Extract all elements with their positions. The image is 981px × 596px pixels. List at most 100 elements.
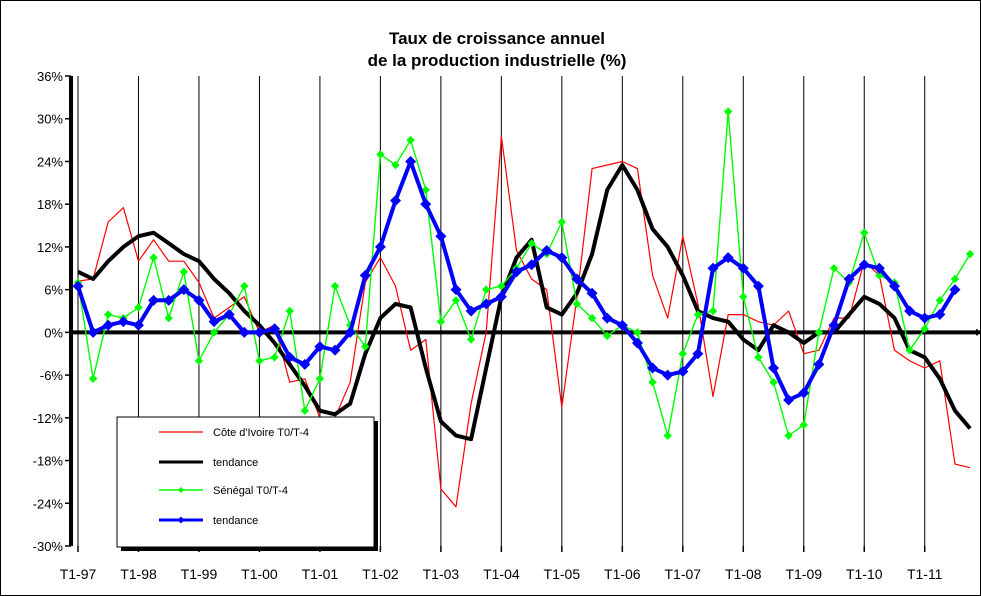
data-point bbox=[601, 312, 613, 324]
data-point bbox=[723, 107, 733, 116]
data-point bbox=[436, 317, 446, 326]
chart-title-line-2: de la production industrielle (%) bbox=[368, 51, 627, 70]
data-point bbox=[633, 328, 642, 337]
y-tick-label: 12% bbox=[37, 240, 63, 255]
data-point bbox=[359, 269, 371, 281]
data-point bbox=[950, 274, 960, 284]
y-axis-ticks: 36% 30% 24% 18% 12% 6% 0% -6% -12% -18% -24% -30% bbox=[33, 69, 71, 554]
data-point bbox=[949, 284, 961, 296]
data-point bbox=[783, 394, 795, 406]
data-point bbox=[209, 328, 219, 337]
data-point bbox=[285, 306, 294, 316]
legend-label: Côte d'Ivoire T0/T-4 bbox=[213, 427, 309, 439]
x-tick-label: T1-06 bbox=[604, 566, 641, 582]
data-point bbox=[421, 185, 430, 195]
data-point bbox=[255, 356, 264, 366]
data-point bbox=[72, 280, 84, 292]
data-point bbox=[420, 198, 432, 210]
data-point bbox=[798, 387, 810, 399]
data-point bbox=[557, 217, 567, 227]
legend-label: tendance bbox=[213, 515, 258, 527]
data-point bbox=[616, 319, 628, 331]
data-point bbox=[253, 326, 265, 338]
y-tick-label: -18% bbox=[33, 454, 64, 469]
data-point bbox=[164, 313, 173, 323]
x-tick-label: T1-97 bbox=[60, 566, 97, 582]
data-point bbox=[117, 316, 129, 328]
data-point bbox=[813, 358, 825, 370]
data-point bbox=[739, 292, 748, 301]
data-point bbox=[223, 309, 235, 321]
data-point bbox=[405, 155, 417, 167]
data-point bbox=[572, 299, 582, 309]
data-point bbox=[904, 305, 916, 317]
y-tick-label: -30% bbox=[33, 539, 64, 554]
y-tick-label: -6% bbox=[40, 368, 64, 383]
series-group bbox=[72, 107, 975, 508]
data-point bbox=[299, 358, 311, 370]
data-point bbox=[631, 337, 643, 349]
data-point bbox=[163, 294, 175, 306]
chart-title-line-1: Taux de croissance annuel bbox=[389, 29, 605, 48]
data-point bbox=[391, 160, 400, 170]
data-point bbox=[858, 259, 870, 271]
x-tick-label: T1-08 bbox=[725, 566, 762, 582]
data-point bbox=[527, 239, 536, 248]
y-tick-label: 36% bbox=[37, 69, 63, 84]
data-point bbox=[860, 228, 869, 237]
data-point bbox=[315, 374, 325, 383]
legend-box bbox=[116, 416, 375, 548]
data-point bbox=[134, 303, 143, 312]
data-point bbox=[752, 280, 764, 292]
data-point bbox=[238, 326, 250, 338]
data-point bbox=[678, 349, 687, 358]
x-tick-label: T1-01 bbox=[302, 566, 339, 582]
data-point bbox=[314, 341, 326, 353]
data-point bbox=[102, 319, 114, 331]
data-point bbox=[768, 362, 780, 374]
data-point bbox=[799, 420, 808, 430]
data-point bbox=[270, 353, 279, 362]
x-tick-label: T1-09 bbox=[785, 566, 822, 582]
data-point bbox=[919, 312, 931, 324]
data-point bbox=[769, 378, 778, 387]
data-point bbox=[376, 150, 385, 159]
x-tick-label: T1-04 bbox=[483, 566, 520, 582]
data-point bbox=[965, 249, 975, 259]
series-4 bbox=[72, 155, 961, 406]
data-point bbox=[784, 431, 793, 440]
data-point bbox=[692, 348, 704, 360]
data-point bbox=[693, 310, 703, 319]
data-point bbox=[497, 281, 506, 291]
x-tick-label: T1-02 bbox=[362, 566, 399, 582]
data-point bbox=[87, 326, 99, 338]
y-tick-label: 18% bbox=[37, 197, 63, 212]
y-tick-label: 24% bbox=[37, 154, 63, 169]
data-point bbox=[451, 296, 461, 305]
data-point bbox=[571, 273, 583, 285]
legend-label: Sénégal T0/T-4 bbox=[213, 485, 288, 497]
data-point bbox=[148, 294, 160, 306]
data-point bbox=[935, 296, 945, 305]
data-point bbox=[648, 378, 657, 387]
x-tick-label: T1-00 bbox=[241, 566, 278, 582]
data-point bbox=[374, 241, 386, 253]
data-point bbox=[330, 281, 340, 291]
x-tick-label: T1-98 bbox=[120, 566, 157, 582]
data-point bbox=[450, 284, 462, 296]
data-point bbox=[662, 369, 674, 381]
data-point bbox=[707, 262, 719, 274]
series-1 bbox=[77, 135, 971, 508]
data-point bbox=[708, 306, 718, 316]
data-point bbox=[240, 281, 249, 291]
data-point bbox=[344, 326, 356, 338]
y-tick-label: -12% bbox=[33, 411, 64, 426]
data-point bbox=[814, 328, 824, 337]
legend-swatch-marker bbox=[178, 487, 184, 493]
data-point bbox=[663, 431, 672, 440]
x-axis-ticks: T1-97 T1-98 T1-99 T1-00 T1-01 T1-02 T1-03 T1-04… bbox=[60, 546, 943, 582]
data-point bbox=[647, 362, 659, 374]
data-point bbox=[178, 284, 190, 296]
data-point bbox=[934, 309, 946, 321]
